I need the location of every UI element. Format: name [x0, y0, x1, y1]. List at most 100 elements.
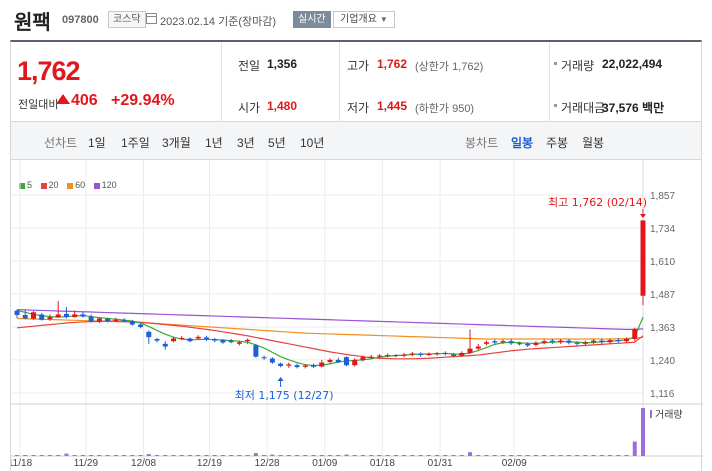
- volume-bar: [468, 452, 473, 456]
- candle-body: [96, 318, 102, 322]
- volume-bar: [616, 455, 621, 456]
- volume-bar: [402, 455, 407, 456]
- up-triangle-icon: [56, 94, 70, 104]
- candle-body: [278, 363, 284, 367]
- candle-body: [607, 340, 613, 343]
- volume-bar: [237, 455, 242, 456]
- candle-body: [14, 310, 20, 315]
- volume-bar: [187, 455, 192, 456]
- volume-bar: [23, 455, 28, 456]
- volume-bar: [542, 455, 547, 456]
- candle-body: [253, 345, 259, 357]
- volume-bar: [352, 455, 357, 456]
- stock-code: 097800: [62, 14, 99, 26]
- volume-bar: [377, 455, 382, 456]
- period-5y[interactable]: 5년: [268, 136, 286, 150]
- volume-bar: [336, 455, 341, 456]
- bullet-icon: [554, 62, 557, 65]
- period-1y[interactable]: 1년: [205, 136, 223, 150]
- legend-item-ma5: 5: [19, 180, 32, 190]
- change-label: 전일대비: [18, 99, 59, 111]
- chart-legend: 5 20 60 120: [19, 180, 123, 190]
- volume-bar: [311, 455, 316, 456]
- company-overview-button[interactable]: 기업개요 ▼: [333, 11, 395, 28]
- candle-weekly[interactable]: 주봉: [546, 136, 569, 150]
- candle-body: [146, 331, 152, 338]
- price-panel: 1,762 전일대비 406 +29.94% 전일 1,356 고가 1,762…: [10, 40, 702, 122]
- volume-bar: [72, 455, 77, 456]
- candle-body: [360, 357, 366, 360]
- volume-bar: [517, 455, 522, 456]
- candle-body: [261, 357, 267, 359]
- open-value: 1,480: [267, 99, 298, 113]
- volume-bar: [624, 455, 629, 456]
- candle-daily[interactable]: 일봉: [511, 136, 534, 150]
- volume-bar: [253, 453, 258, 456]
- volume-bar: [163, 455, 168, 456]
- candle-body: [434, 353, 440, 355]
- volume-bar: [229, 455, 234, 456]
- stock-chart[interactable]: 5 20 60 120 1,857 1,734 1,610 1,487 1,363 1,2…: [10, 160, 703, 471]
- volume-bar: [80, 455, 85, 456]
- candle-body: [47, 317, 53, 320]
- ma20-line: [16, 320, 644, 360]
- calendar-icon: [146, 13, 157, 24]
- x-tick-label: 01/09: [312, 458, 337, 469]
- volume-bar: [146, 454, 151, 456]
- volume-bar: [393, 455, 398, 456]
- change-value: 406: [71, 92, 98, 109]
- candle-body: [451, 354, 457, 356]
- candle-body: [442, 352, 448, 354]
- legend-item-ma20: 20: [40, 180, 59, 190]
- amount-label: 거래대금: [561, 101, 606, 115]
- volume-bar: [89, 455, 94, 456]
- volume-bar: [451, 455, 456, 456]
- y-tick-label: 1,116: [650, 389, 675, 400]
- candle-body: [269, 358, 275, 363]
- candle-monthly[interactable]: 월봉: [582, 136, 605, 150]
- volume-bar: [369, 455, 374, 456]
- volume-bar: [64, 453, 69, 456]
- volume-bar: [566, 455, 571, 456]
- candle-body: [475, 346, 481, 349]
- low-label: 저가: [347, 101, 370, 115]
- candle-body: [352, 359, 358, 366]
- y-tick-label: 1,610: [650, 257, 675, 268]
- period-3m[interactable]: 3개월: [162, 136, 191, 150]
- period-1w[interactable]: 1주일: [121, 136, 150, 150]
- volume-bar: [476, 455, 481, 456]
- x-tick-label: 11/29: [74, 458, 99, 469]
- high-arrow-head: [640, 214, 646, 218]
- candle-body: [368, 356, 374, 358]
- candle-body: [63, 313, 69, 318]
- candle-body: [566, 340, 572, 343]
- candle-body: [582, 342, 588, 344]
- candle-body: [401, 354, 407, 356]
- candle-body: [129, 321, 135, 325]
- volume-bar: [550, 455, 555, 456]
- volume-bar: [591, 455, 596, 456]
- line-chart-label: 선차트: [44, 136, 78, 150]
- realtime-button[interactable]: 실시간: [293, 11, 331, 28]
- legend-label: 60: [75, 180, 86, 190]
- upper-limit-text: (상한가 1,762): [415, 61, 484, 73]
- divider: [339, 42, 340, 122]
- volume-bar: [459, 455, 464, 456]
- volume-bar: [171, 455, 176, 456]
- x-tick-label: 12/19: [197, 458, 222, 469]
- volume-bar: [533, 455, 538, 456]
- candlestick-chart-svg: 1,857 1,734 1,610 1,487 1,363 1,240 1,116 11/18…: [11, 160, 703, 469]
- low-annotation: 최저 1,175 (12/27): [235, 389, 334, 402]
- candle-body: [113, 319, 119, 321]
- candle-body: [492, 341, 498, 343]
- candle-body: [228, 340, 234, 343]
- low-value: 1,445: [377, 99, 408, 113]
- period-1d[interactable]: 1일: [88, 136, 106, 150]
- chevron-down-icon: ▼: [379, 15, 388, 24]
- period-10y[interactable]: 10년: [300, 136, 325, 150]
- volume-bar: [15, 455, 19, 456]
- candle-body: [558, 340, 564, 343]
- period-3y[interactable]: 3년: [237, 136, 255, 150]
- candle-body: [319, 362, 325, 367]
- candle-body: [624, 339, 630, 342]
